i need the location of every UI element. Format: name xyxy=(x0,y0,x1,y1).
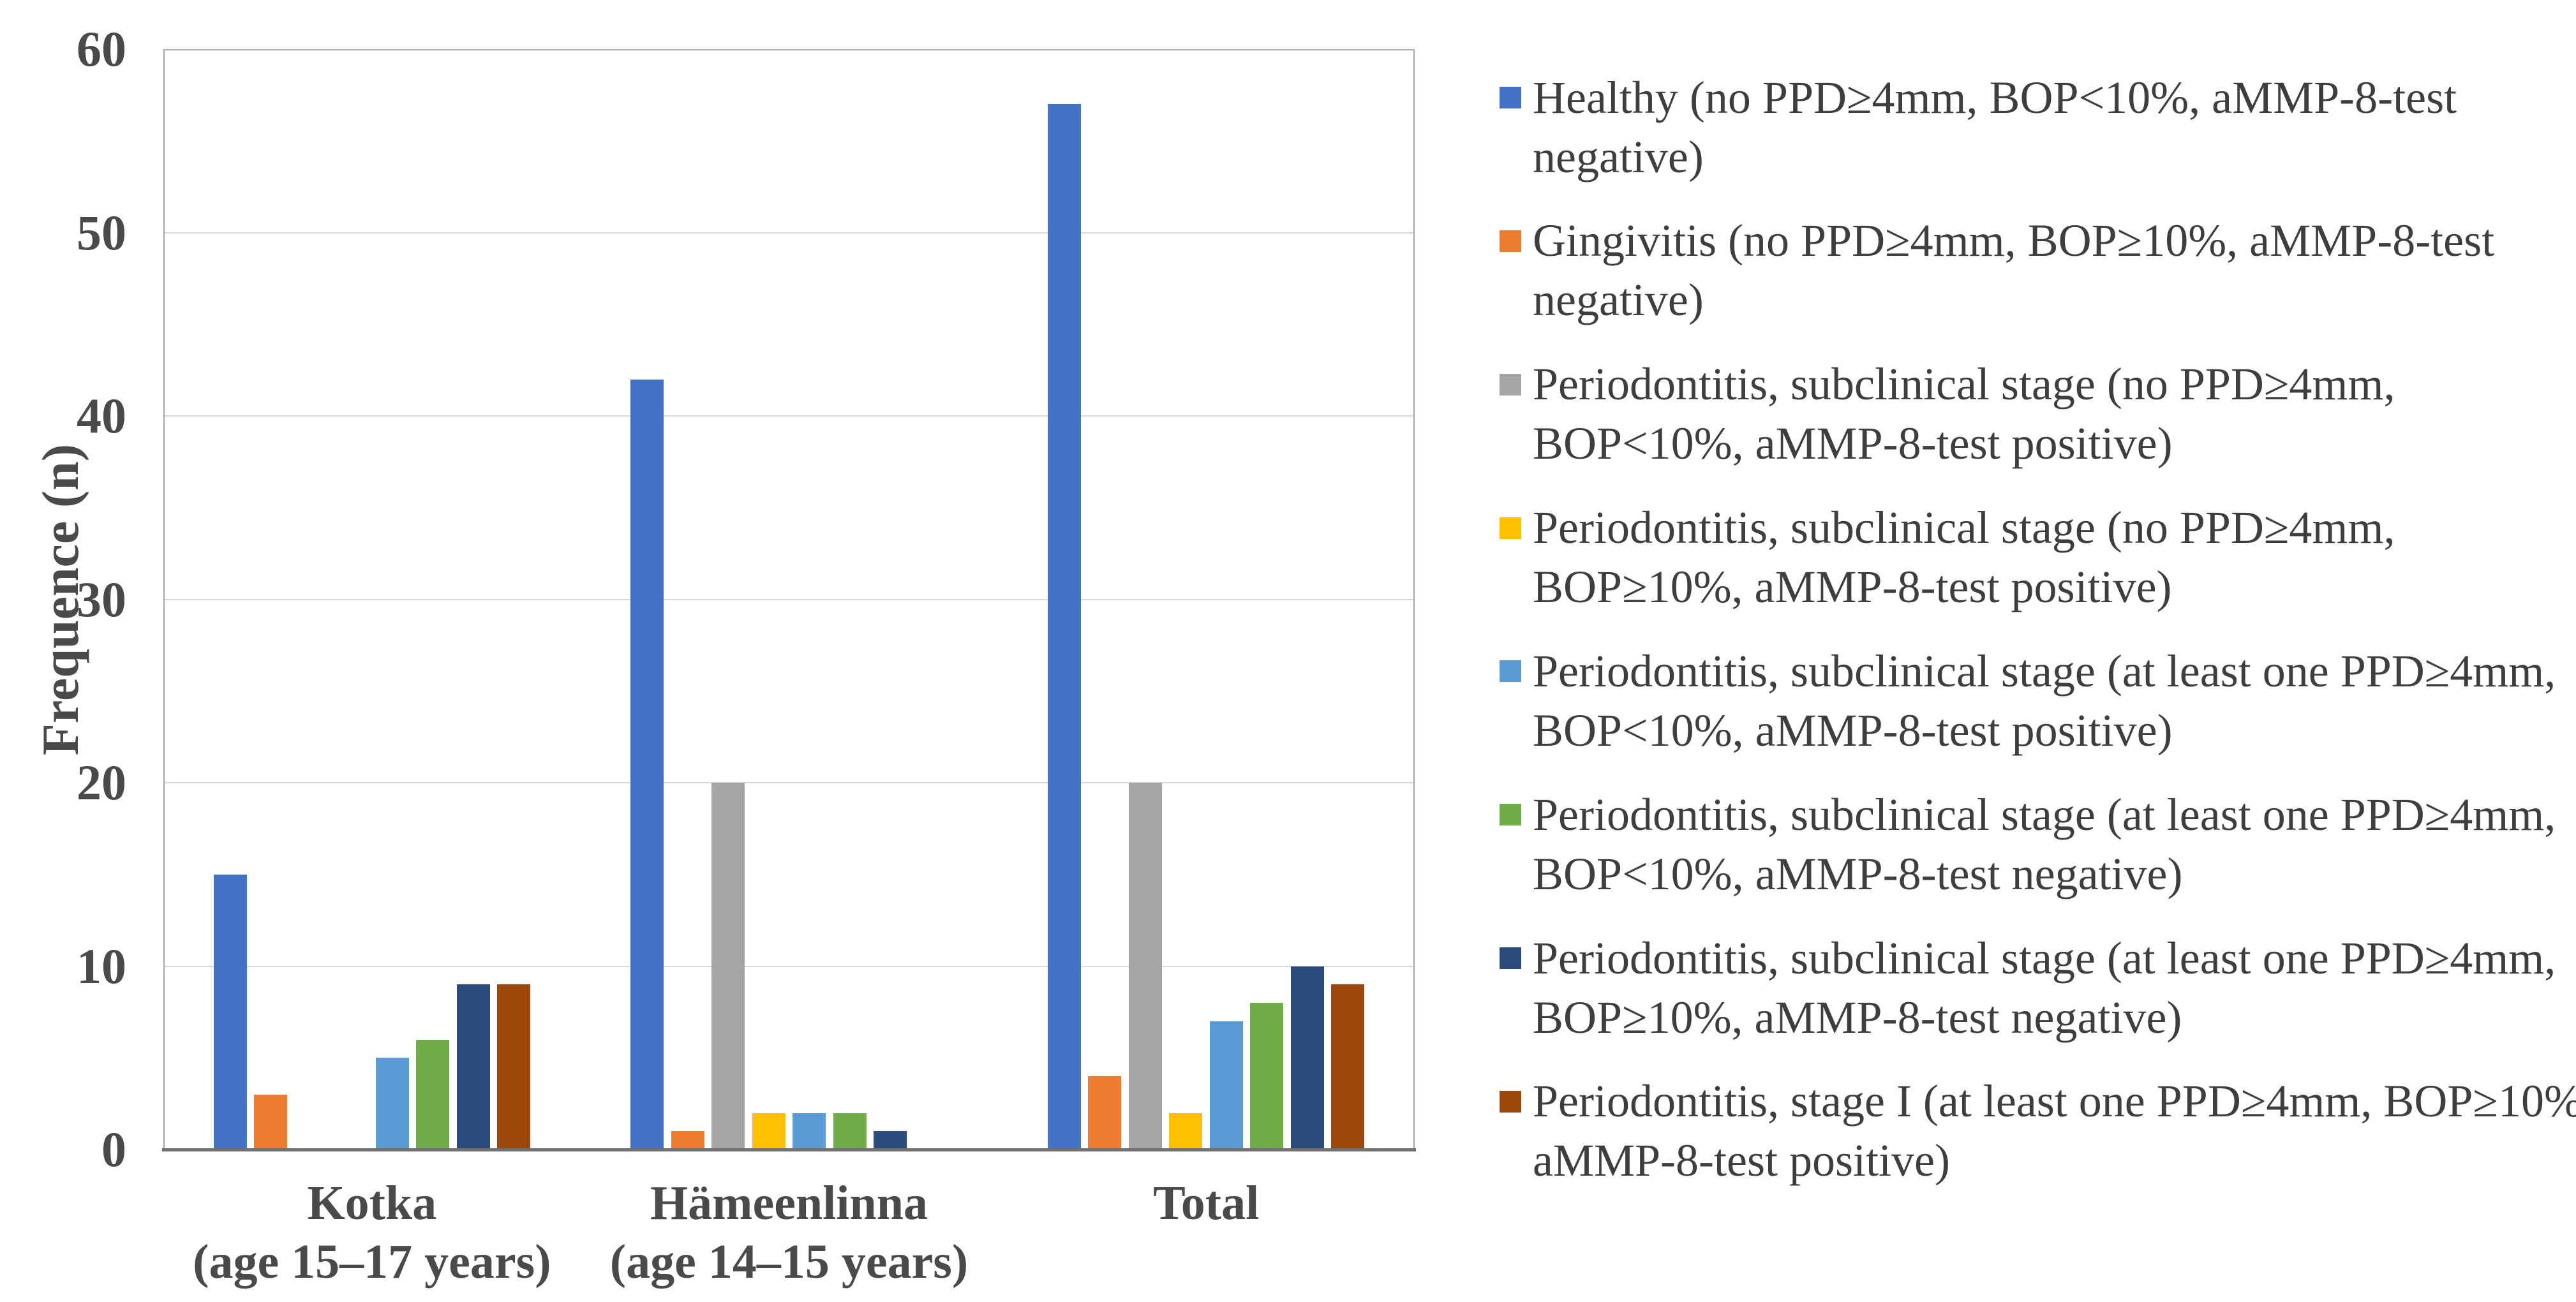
category-label: Hämeenlinna (age 14–15 years) xyxy=(609,1176,969,1289)
y-tick-label: 40 xyxy=(77,388,126,443)
bar-s7-c3 xyxy=(1290,966,1324,1150)
legend-item-label: Gingivitis (no PPD≥4mm, BOP≥10%, aMMP-8-… xyxy=(1533,215,2495,326)
bar-s6-c3 xyxy=(1250,1003,1284,1150)
bar-s4-c2 xyxy=(752,1113,785,1150)
bar-s6-c1 xyxy=(416,1039,450,1150)
bar-s7-c1 xyxy=(456,984,490,1150)
y-tick-label: 60 xyxy=(77,21,126,77)
bar-s1-c1 xyxy=(213,874,247,1150)
legend-swatch xyxy=(1500,947,1521,970)
y-gridline xyxy=(165,415,1413,417)
bar-s1-c2 xyxy=(630,379,664,1150)
x-axis-line xyxy=(162,1148,1416,1151)
plot-border xyxy=(163,49,1415,1150)
bar-s1-c3 xyxy=(1047,104,1081,1150)
legend-item-label: Periodontitis, stage I (at least one PPD… xyxy=(1533,1076,2576,1187)
legend-item-label: Periodontitis, subclinical stage (no PPD… xyxy=(1533,359,2395,470)
legend-swatch xyxy=(1500,660,1521,683)
legend-item-label: Healthy (no PPD≥4mm, BOP<10%, aMMP-8-tes… xyxy=(1533,71,2457,182)
category-label: Total xyxy=(1153,1176,1260,1230)
bar-s2-c1 xyxy=(254,1094,288,1150)
bar-s3-c3 xyxy=(1128,783,1162,1150)
y-tick-label: 50 xyxy=(77,204,126,260)
legend-swatch xyxy=(1500,230,1521,252)
y-gridline xyxy=(165,965,1413,967)
legend-item-label: Periodontitis, subclinical stage (at lea… xyxy=(1533,645,2556,756)
y-gridline xyxy=(165,232,1413,233)
legend-item-label: Periodontitis, subclinical stage (at lea… xyxy=(1533,788,2556,899)
bar-s2-c2 xyxy=(671,1131,704,1150)
legend-item-label: Periodontitis, subclinical stage (no PPD… xyxy=(1533,502,2395,613)
y-tick-label: 30 xyxy=(77,571,126,627)
y-tick-label: 0 xyxy=(101,1121,126,1177)
bar-s8-c3 xyxy=(1331,984,1365,1150)
bar-s5-c3 xyxy=(1209,1021,1243,1150)
category-label: Kotka (age 15–17 years) xyxy=(193,1176,551,1289)
bar-s5-c2 xyxy=(793,1113,826,1150)
bar-s3-c2 xyxy=(711,783,745,1150)
legend-swatch xyxy=(1500,1090,1521,1113)
legend-swatch xyxy=(1500,517,1521,539)
bar-s4-c3 xyxy=(1169,1113,1203,1150)
bar-s6-c2 xyxy=(833,1113,867,1150)
bar-s5-c1 xyxy=(375,1058,409,1150)
legend-item-label: Periodontitis, subclinical stage (at lea… xyxy=(1533,932,2556,1043)
y-gridline xyxy=(165,782,1413,783)
legend-swatch xyxy=(1500,87,1521,108)
y-gridline xyxy=(165,598,1413,600)
y-tick-label: 10 xyxy=(77,938,126,994)
legend-swatch xyxy=(1500,373,1521,396)
legend-swatch xyxy=(1500,804,1521,826)
bar-s7-c2 xyxy=(874,1131,907,1150)
bar-s2-c3 xyxy=(1088,1076,1122,1150)
y-tick-label: 20 xyxy=(77,755,126,810)
bar-s8-c1 xyxy=(497,984,531,1150)
